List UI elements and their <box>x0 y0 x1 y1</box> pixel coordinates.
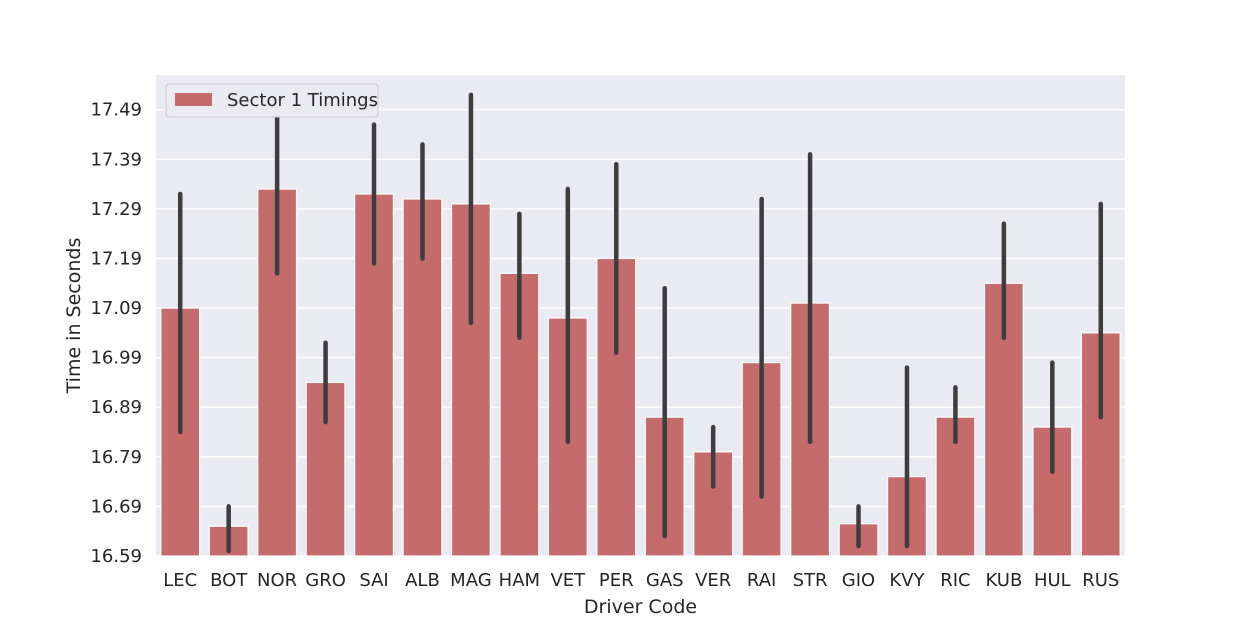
x-tick-label: STR <box>793 570 828 591</box>
legend-label: Sector 1 Timings <box>227 90 378 111</box>
x-axis-label: Driver Code <box>584 596 697 618</box>
y-tick-label: 16.79 <box>90 447 142 468</box>
y-tick-label: 16.69 <box>90 496 142 517</box>
y-axis-ticks: 16.59 16.69 16.79 16.89 16.99 17.09 17.19 17.29… <box>90 100 142 567</box>
y-tick-label: 16.59 <box>90 546 142 567</box>
bar-nor <box>257 188 298 557</box>
x-tick-label: RAI <box>747 570 776 591</box>
x-tick-label: GAS <box>646 570 684 591</box>
x-tick-label: SAI <box>359 570 388 591</box>
x-tick-label: NOR <box>257 570 297 591</box>
y-tick-label: 17.19 <box>90 248 142 269</box>
y-tick-label: 17.29 <box>90 199 142 220</box>
legend: Sector 1 Timings <box>165 83 379 118</box>
x-tick-label: RUS <box>1082 570 1119 591</box>
legend-box <box>165 83 379 118</box>
x-tick-label: GIO <box>842 570 875 591</box>
legend-swatch <box>175 93 212 106</box>
plot-area <box>156 75 1125 556</box>
x-tick-label: PER <box>599 570 634 591</box>
error-bars <box>177 92 1104 554</box>
x-tick-label: BOT <box>210 570 248 591</box>
x-tick-label: KUB <box>985 570 1022 591</box>
x-tick-label: VER <box>695 570 731 591</box>
x-tick-label: LEC <box>163 570 197 591</box>
x-tick-label: RIC <box>940 570 970 591</box>
y-tick-label: 17.49 <box>90 100 142 121</box>
y-axis-label: Time in Seconds <box>63 238 85 395</box>
x-tick-label: ALB <box>405 570 440 591</box>
y-tick-label: 16.89 <box>90 397 142 418</box>
x-tick-label: HAM <box>499 570 540 591</box>
y-tick-label: 16.99 <box>90 348 142 369</box>
y-tick-label: 17.09 <box>90 298 142 319</box>
y-tick-label: 17.39 <box>90 149 142 170</box>
x-tick-label: KVY <box>889 570 925 591</box>
x-axis-ticks: LEC BOT NOR GRO SAI ALB MAG HAM VET PER GAS VER RAI S… <box>163 570 1119 591</box>
x-tick-label: VET <box>550 570 586 591</box>
x-tick-label: HUL <box>1034 570 1071 591</box>
x-tick-label: MAG <box>450 570 491 591</box>
x-tick-label: GRO <box>305 570 346 591</box>
